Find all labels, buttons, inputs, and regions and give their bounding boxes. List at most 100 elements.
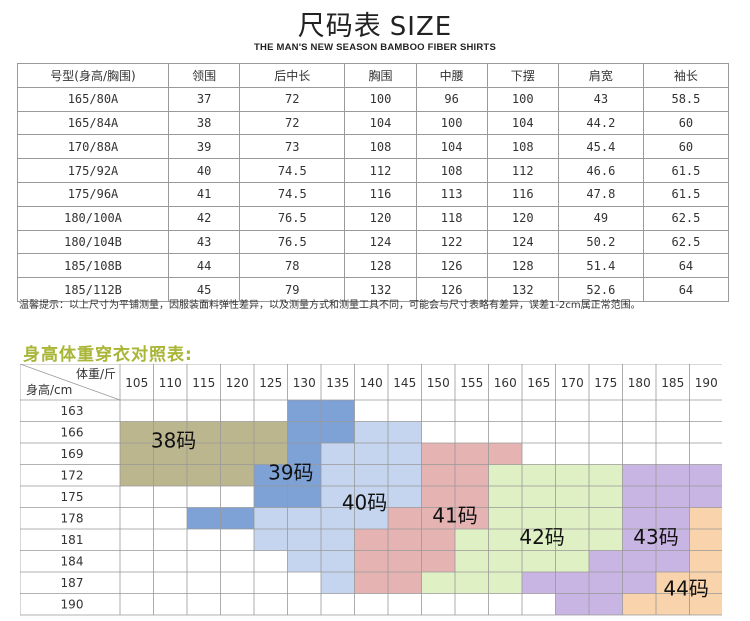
- size-table-cell: 108: [415, 158, 488, 183]
- size-table-row: 165/80A 37 72 100 96 100 43 58.5: [17, 86, 730, 112]
- size-table-cell: 104: [344, 110, 417, 136]
- size-table-cell: 45.4: [557, 134, 644, 160]
- size-table-cell: 113: [415, 181, 488, 207]
- size-table-cell: 132: [486, 277, 559, 302]
- size-table-cell: 60: [642, 110, 730, 136]
- size-table-cell: 37: [167, 86, 241, 112]
- fit-zone-cell: [689, 550, 722, 572]
- size-table-row: 180/104B 43 76.5 124 122 124 50.2 62.5: [17, 229, 730, 255]
- weight-header-label: 115: [192, 376, 215, 390]
- size-table-cell: 116: [486, 181, 559, 207]
- size-table-cell: 124: [344, 229, 417, 255]
- weight-header-label: 135: [326, 376, 349, 390]
- size-table-cell: 79: [239, 277, 346, 302]
- weight-header-label: 110: [159, 376, 182, 390]
- fit-zone-cell: [622, 593, 722, 615]
- fit-zone-cell: [354, 550, 455, 572]
- size-table-cell: 170/88A: [17, 134, 169, 160]
- size-table-cell: 132: [344, 277, 417, 302]
- size-table-cell: 42: [167, 205, 241, 231]
- fit-zone-cell: [622, 464, 722, 486]
- weight-header-label: 105: [125, 376, 148, 390]
- fit-zone-cell: [421, 443, 522, 465]
- fit-zone-label: 44码: [663, 577, 708, 601]
- size-table-cell: 64: [642, 253, 730, 279]
- fit-zone-cell: [120, 443, 288, 465]
- size-table-cell: 44.2: [557, 110, 644, 136]
- size-table-cell: 180/100A: [17, 205, 169, 231]
- size-table-cell: 74.5: [239, 158, 346, 183]
- height-row-label: 169: [61, 447, 84, 461]
- size-table-column-header: 肩宽: [557, 63, 644, 88]
- size-table-cell: 49: [557, 205, 644, 231]
- weight-header-label: 125: [259, 376, 282, 390]
- size-table-column-header: 袖长: [642, 63, 730, 88]
- size-table-cell: 108: [486, 134, 559, 160]
- height-row-label: 184: [61, 555, 84, 569]
- corner-diagonal: [20, 364, 121, 401]
- weight-header-label: 185: [661, 376, 684, 390]
- page-title: 尺码表 SIZE: [0, 4, 750, 43]
- size-table-cell: 185/112B: [17, 277, 169, 302]
- size-table-cell: 58.5: [642, 86, 730, 112]
- size-table-cell: 76.5: [239, 229, 346, 255]
- weight-header-label: 150: [427, 376, 450, 390]
- measurement-note: 温馨提示：以上尺寸为平铺测量，因服装面料弹性差异，以及测量方式和测量工具不同，可…: [19, 300, 641, 311]
- size-table-cell: 60: [642, 134, 730, 160]
- height-row-label: 166: [61, 426, 84, 440]
- size-table-cell: 120: [344, 205, 417, 231]
- fit-chart: 体重/斤 身高/cm 105 110 115 120 125 130 135 140 145 150 1…: [20, 364, 722, 616]
- size-table-cell: 43: [557, 86, 644, 112]
- size-table-cell: 40: [167, 158, 241, 183]
- fit-zone-cell: [321, 486, 422, 508]
- weight-header-label: 145: [393, 376, 416, 390]
- size-table-cell: 39: [167, 134, 241, 160]
- size-table-cell: 116: [344, 181, 417, 207]
- weight-header-label: 190: [695, 376, 718, 390]
- size-table-cell: 120: [486, 205, 559, 231]
- fit-zone-label: 42码: [519, 525, 564, 549]
- size-table-cell: 104: [415, 134, 488, 160]
- page-subtitle: THE MAN'S NEW SEASON BAMBOO FIBER SHIRTS: [254, 42, 496, 53]
- size-table-cell: 112: [486, 158, 559, 183]
- size-table-row: 165/84A 38 72 104 100 104 44.2 60: [17, 110, 730, 136]
- fit-zone-label: 39码: [268, 461, 313, 485]
- fit-zone-label: 41码: [432, 504, 477, 528]
- height-row-label: 175: [61, 490, 84, 504]
- size-table-cell: 104: [486, 110, 559, 136]
- size-table-column-header: 领围: [167, 63, 241, 88]
- size-table-cell: 126: [415, 253, 488, 279]
- fit-zone-cell: [254, 529, 355, 551]
- fit-zone-cell: [120, 421, 288, 443]
- weight-header-label: 160: [494, 376, 517, 390]
- size-table-cell: 100: [486, 86, 559, 112]
- size-table-cell: 100: [415, 110, 488, 136]
- size-table-cell: 96: [415, 86, 488, 112]
- size-table: 号型(身高/胸围) 领围 后中长 胸围 中腰 下摆 肩宽 袖长 165/80A 37 72 100 9…: [17, 63, 730, 302]
- fit-zone-cell: [354, 529, 455, 551]
- size-table-cell: 185/108B: [17, 253, 169, 279]
- fit-zone-cell: [455, 529, 623, 551]
- weight-header-label: 165: [527, 376, 550, 390]
- size-table-cell: 108: [344, 134, 417, 160]
- size-table-cell: 124: [486, 229, 559, 255]
- size-table-cell: 72: [239, 110, 346, 136]
- size-table-cell: 78: [239, 253, 346, 279]
- size-table-cell: 64: [642, 277, 730, 302]
- size-table-column-header: 后中长: [239, 63, 346, 88]
- weight-header-label: 180: [628, 376, 651, 390]
- fit-zone-cell: [421, 572, 522, 594]
- title-en: SIZE: [389, 12, 453, 42]
- height-row-label: 178: [61, 512, 84, 526]
- size-table-cell: 180/104B: [17, 229, 169, 255]
- size-table-cell: 175/96A: [17, 181, 169, 207]
- size-table-cell: 122: [415, 229, 488, 255]
- fit-zone-cell: [656, 572, 722, 594]
- size-table-header: 号型(身高/胸围) 领围 后中长 胸围 中腰 下摆 肩宽 袖长: [17, 63, 730, 88]
- size-table-cell: 51.4: [557, 253, 644, 279]
- size-table-cell: 165/84A: [17, 110, 169, 136]
- size-table-cell: 50.2: [557, 229, 644, 255]
- size-table-cell: 100: [344, 86, 417, 112]
- fit-chart-svg: 体重/斤身高/cm 105 110 115 120 125 130 135 140 145 150 1…: [20, 364, 722, 616]
- size-table-body: 165/80A 37 72 100 96 100 43 58.5 165/84A 38 72 104 1…: [17, 86, 730, 302]
